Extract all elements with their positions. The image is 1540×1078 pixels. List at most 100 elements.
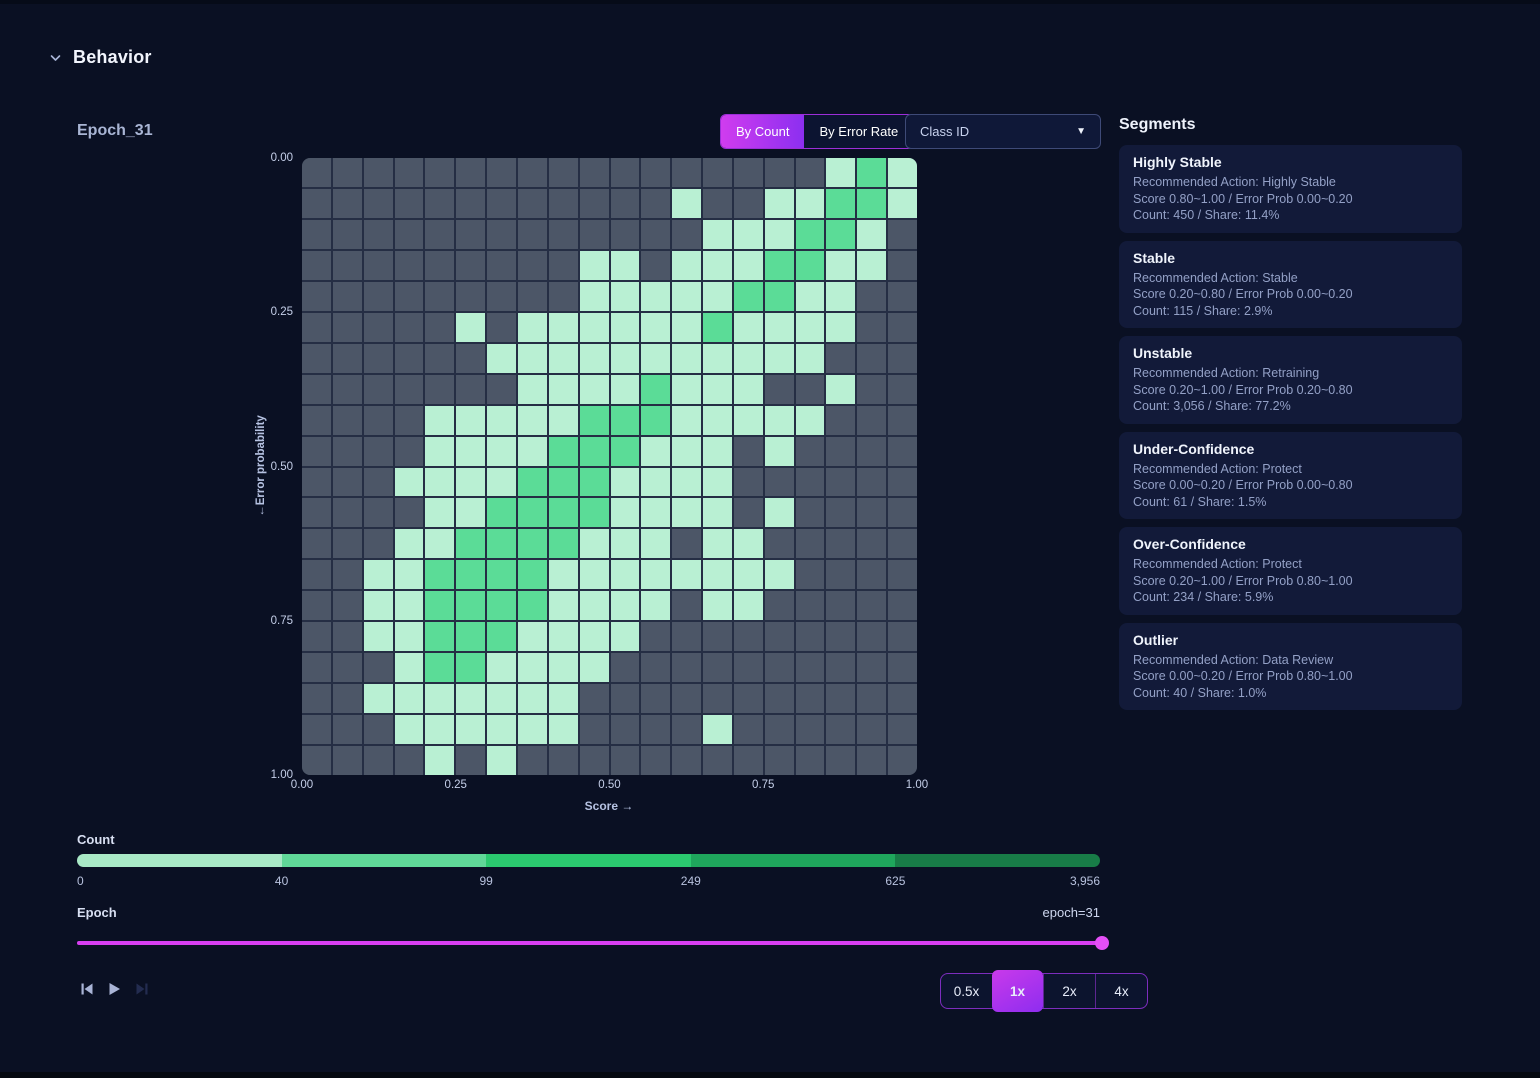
heatmap-cell[interactable]	[394, 498, 424, 528]
heatmap-cell[interactable]	[641, 591, 671, 621]
heatmap-cell[interactable]	[795, 436, 825, 466]
heatmap-cell[interactable]	[672, 591, 702, 621]
skip-to-start-button[interactable]	[80, 982, 94, 996]
heatmap-cell[interactable]	[672, 529, 702, 559]
heatmap-cell[interactable]	[764, 498, 794, 528]
heatmap-cell[interactable]	[888, 591, 917, 621]
heatmap-cell[interactable]	[733, 219, 763, 249]
heatmap-cell[interactable]	[888, 312, 917, 342]
heatmap-cell[interactable]	[579, 653, 609, 683]
heatmap-cell[interactable]	[795, 684, 825, 714]
heatmap-cell[interactable]	[332, 343, 362, 373]
heatmap-cell[interactable]	[857, 312, 887, 342]
heatmap-cell[interactable]	[487, 374, 516, 404]
heatmap-cell[interactable]	[363, 498, 393, 528]
heatmap-cell[interactable]	[456, 343, 486, 373]
heatmap-cell[interactable]	[425, 312, 455, 342]
heatmap-cell[interactable]	[394, 343, 424, 373]
heatmap-cell[interactable]	[795, 591, 825, 621]
heatmap-cell[interactable]	[857, 374, 887, 404]
heatmap-cell[interactable]	[888, 622, 917, 652]
heatmap-cell[interactable]	[363, 436, 393, 466]
heatmap-cell[interactable]	[795, 343, 825, 373]
heatmap-cell[interactable]	[703, 343, 732, 373]
heatmap-cell[interactable]	[610, 219, 640, 249]
heatmap-cell[interactable]	[332, 281, 362, 311]
heatmap-cell[interactable]	[733, 622, 763, 652]
heatmap-cell[interactable]	[579, 405, 609, 435]
heatmap-cell[interactable]	[332, 653, 362, 683]
heatmap-cell[interactable]	[517, 498, 547, 528]
heatmap-cell[interactable]	[610, 374, 640, 404]
heatmap-cell[interactable]	[641, 405, 671, 435]
heatmap-cell[interactable]	[610, 715, 640, 745]
heatmap-cell[interactable]	[363, 746, 393, 775]
heatmap-cell[interactable]	[363, 467, 393, 497]
heatmap-cell[interactable]	[764, 684, 794, 714]
heatmap-cell[interactable]	[826, 715, 856, 745]
heatmap-cell[interactable]	[363, 343, 393, 373]
heatmap-cell[interactable]	[487, 653, 516, 683]
heatmap-cell[interactable]	[641, 529, 671, 559]
heatmap-cell[interactable]	[425, 158, 455, 187]
heatmap-cell[interactable]	[517, 250, 547, 280]
heatmap-cell[interactable]	[795, 746, 825, 775]
heatmap-cell[interactable]	[302, 529, 331, 559]
heatmap-cell[interactable]	[703, 312, 732, 342]
heatmap-cell[interactable]	[641, 560, 671, 590]
heatmap-cell[interactable]	[579, 684, 609, 714]
heatmap-cell[interactable]	[425, 591, 455, 621]
heatmap-cell[interactable]	[394, 715, 424, 745]
heatmap-cell[interactable]	[332, 219, 362, 249]
heatmap-cell[interactable]	[888, 158, 917, 187]
heatmap-cell[interactable]	[888, 653, 917, 683]
segment-card[interactable]: Under-Confidence Recommended Action: Prot…	[1119, 431, 1462, 519]
heatmap-cell[interactable]	[363, 158, 393, 187]
heatmap-cell[interactable]	[425, 653, 455, 683]
heatmap-cell[interactable]	[332, 715, 362, 745]
heatmap-cell[interactable]	[548, 405, 578, 435]
heatmap-cell[interactable]	[795, 374, 825, 404]
heatmap-cell[interactable]	[764, 405, 794, 435]
heatmap-cell[interactable]	[795, 158, 825, 187]
heatmap-cell[interactable]	[733, 405, 763, 435]
heatmap-cell[interactable]	[487, 312, 516, 342]
heatmap-cell[interactable]	[764, 560, 794, 590]
heatmap-cell[interactable]	[672, 622, 702, 652]
heatmap-cell[interactable]	[703, 746, 732, 775]
heatmap-cell[interactable]	[456, 529, 486, 559]
heatmap-cell[interactable]	[487, 746, 516, 775]
heatmap-cell[interactable]	[363, 560, 393, 590]
heatmap-cell[interactable]	[733, 498, 763, 528]
heatmap-cell[interactable]	[703, 622, 732, 652]
by-error-rate-button[interactable]: By Error Rate	[804, 115, 914, 148]
heatmap-cell[interactable]	[363, 188, 393, 218]
skip-to-end-button[interactable]	[135, 982, 149, 996]
heatmap-cell[interactable]	[764, 436, 794, 466]
heatmap-cell[interactable]	[425, 498, 455, 528]
heatmap-cell[interactable]	[363, 312, 393, 342]
heatmap-cell[interactable]	[302, 281, 331, 311]
heatmap-cell[interactable]	[610, 684, 640, 714]
heatmap-cell[interactable]	[332, 436, 362, 466]
heatmap-cell[interactable]	[672, 219, 702, 249]
heatmap-cell[interactable]	[517, 281, 547, 311]
heatmap-cell[interactable]	[363, 715, 393, 745]
heatmap-cell[interactable]	[363, 684, 393, 714]
heatmap-cell[interactable]	[764, 622, 794, 652]
heatmap-cell[interactable]	[487, 405, 516, 435]
heatmap-cell[interactable]	[857, 158, 887, 187]
heatmap-cell[interactable]	[425, 250, 455, 280]
heatmap-cell[interactable]	[795, 405, 825, 435]
heatmap-cell[interactable]	[703, 250, 732, 280]
heatmap-cell[interactable]	[456, 188, 486, 218]
heatmap-cell[interactable]	[641, 281, 671, 311]
heatmap-cell[interactable]	[517, 653, 547, 683]
heatmap-cell[interactable]	[826, 591, 856, 621]
heatmap-cell[interactable]	[610, 653, 640, 683]
heatmap-cell[interactable]	[456, 219, 486, 249]
heatmap-cell[interactable]	[733, 343, 763, 373]
heatmap-cell[interactable]	[487, 591, 516, 621]
heatmap-cell[interactable]	[672, 436, 702, 466]
heatmap-cell[interactable]	[672, 281, 702, 311]
